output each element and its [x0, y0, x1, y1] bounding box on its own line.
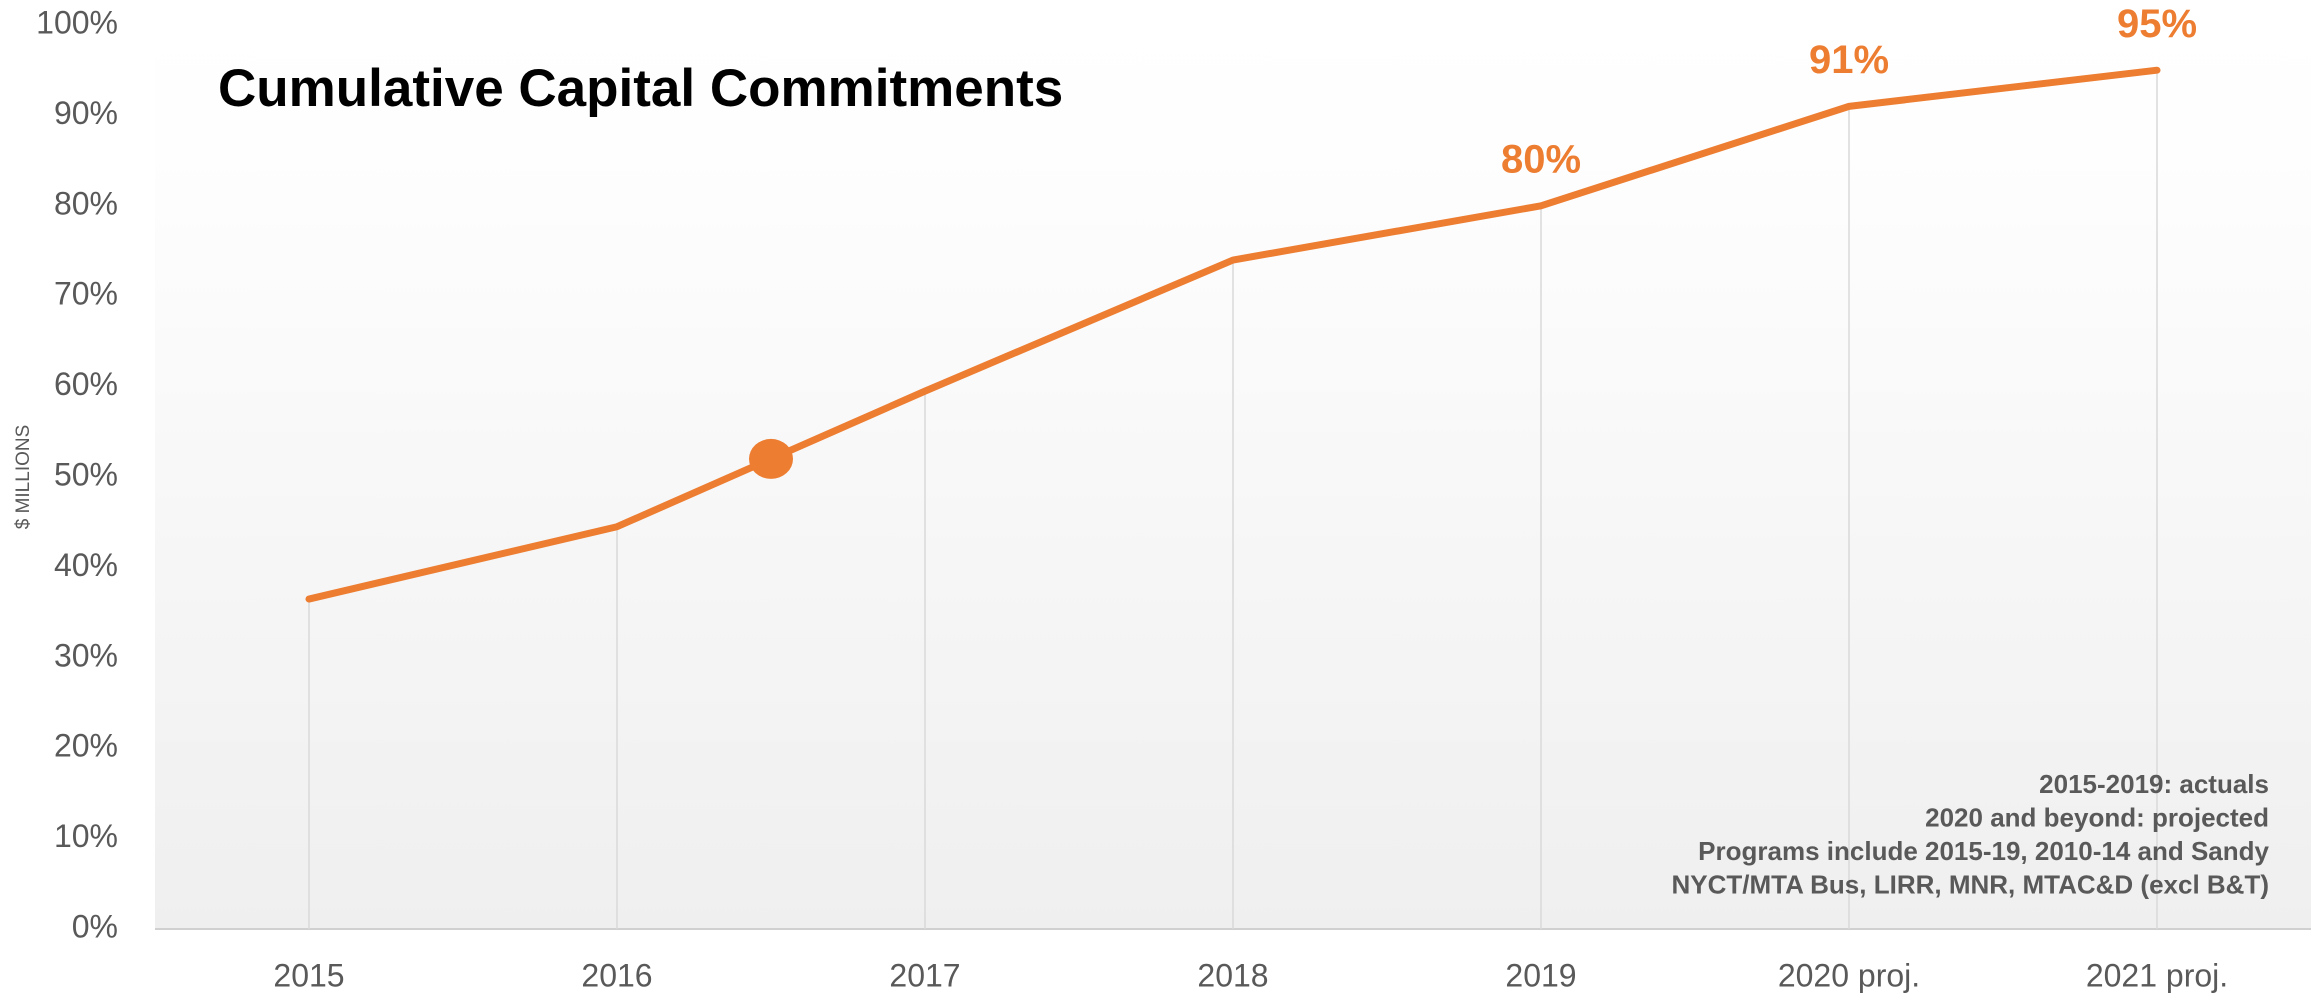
note: NYCT/MTA Bus, LIRR, MNR, MTAC&D (excl B&… [1672, 869, 2270, 899]
y-tick-label: 100% [36, 4, 118, 40]
note: 2015-2019: actuals [2039, 769, 2269, 799]
note: 2020 and beyond: projected [1925, 802, 2269, 832]
y-tick-label: 60% [54, 366, 118, 402]
x-tick-label: 2019 [1505, 957, 1576, 993]
x-tick-label: 2017 [889, 957, 960, 993]
x-tick-label: 2018 [1197, 957, 1268, 993]
note: Programs include 2015-19, 2010-14 and Sa… [1698, 836, 2269, 866]
line-series [305, 66, 2161, 603]
y-tick-label: 90% [54, 95, 118, 131]
y-tick-label: 70% [54, 276, 118, 312]
x-tick-label: 2021 proj. [2086, 957, 2228, 993]
y-tick-label: 20% [54, 728, 118, 764]
highlight-marker [749, 438, 793, 479]
y-tick-label: 0% [72, 908, 118, 944]
x-tick-label: 2020 proj. [1778, 957, 1920, 993]
y-axis-label: $ MILLIONS [13, 425, 34, 530]
x-tick-label: 2015 [273, 957, 344, 993]
chart-title: Cumulative Capital Commitments [218, 59, 1063, 118]
data-label: 80% [1501, 137, 1581, 181]
y-tick-label: 40% [54, 547, 118, 583]
y-tick-label: 80% [54, 185, 118, 221]
data-label: 95% [2117, 2, 2197, 46]
y-tick-label: 30% [54, 637, 118, 673]
y-tick-label: 10% [54, 818, 118, 854]
data-label: 91% [1809, 38, 1889, 82]
y-tick-label: 50% [54, 456, 118, 492]
x-tick-label: 2016 [581, 957, 652, 993]
